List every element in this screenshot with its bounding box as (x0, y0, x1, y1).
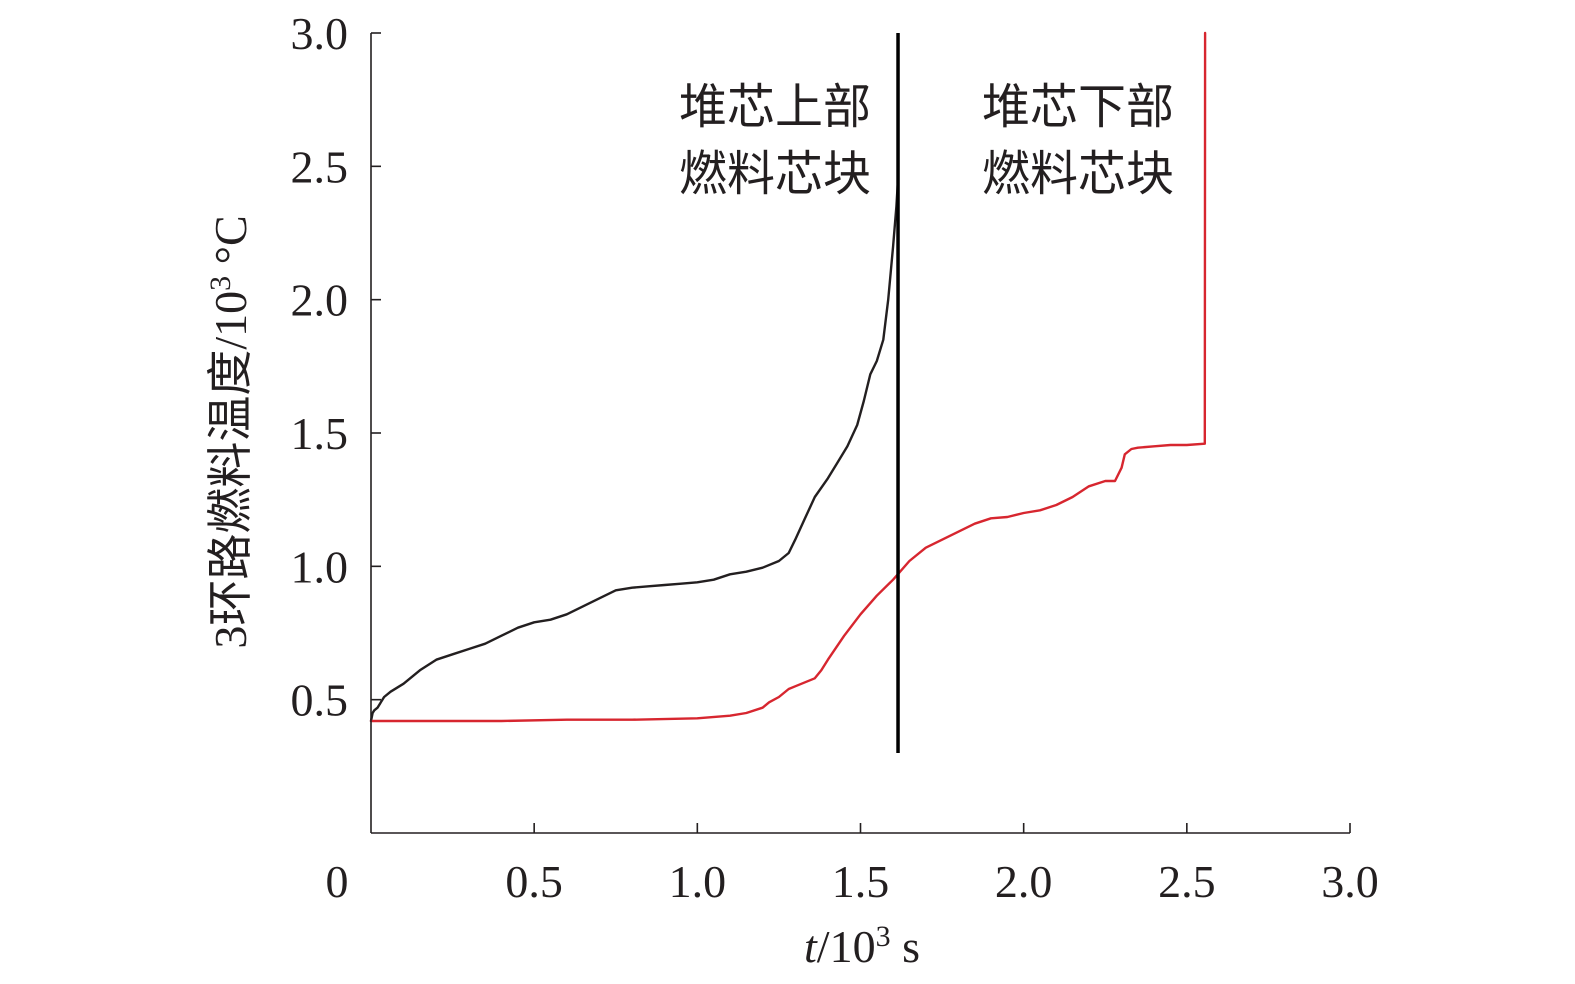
x-tick-label: 0.5 (505, 856, 563, 907)
x-tick-label: 2.0 (995, 856, 1053, 907)
axes-layer (370, 32, 1351, 834)
region-label-lower-line1: 堆芯下部 (982, 79, 1174, 135)
region-label-lower: 堆芯下部 燃料芯块 (982, 79, 1174, 202)
y-tick-label: 3.0 (291, 8, 349, 59)
x-tick-label: 1.0 (669, 856, 727, 907)
y-tick-label: 1.5 (291, 408, 349, 459)
y-tick-label: 2.0 (291, 275, 349, 326)
x-tick-label: 3.0 (1321, 856, 1379, 907)
region-label-upper: 堆芯上部 燃料芯块 (679, 79, 871, 202)
region-label-upper-line2: 燃料芯块 (679, 146, 871, 202)
tick-labels: 0 0.5 1.0 1.5 2.0 2.5 3.0 0.5 1.0 1.5 2.0 2.5 3.0 (291, 8, 1379, 907)
x-axis-title-unit: s (891, 921, 920, 972)
y-axis-title-unit: °C (205, 215, 256, 276)
y-axis-title-exponent: 3 (204, 276, 237, 291)
x-axis-title-var: t (804, 921, 818, 972)
x-tick-label: 1.5 (832, 856, 890, 907)
x-axis-title: t/103 s (804, 920, 920, 972)
x-tick-label: 0 (326, 856, 349, 907)
region-label-upper-line1: 堆芯上部 (679, 79, 871, 135)
series-line-1 (369, 178, 900, 723)
region-label-lower-line2: 燃料芯块 (982, 146, 1174, 202)
y-tick-label: 1.0 (291, 541, 349, 592)
y-axis-title-base: 3环路燃料温度/10 (205, 291, 256, 649)
y-tick-label: 0.5 (291, 675, 349, 726)
x-tick-label: 2.5 (1158, 856, 1216, 907)
x-axis-title-exponent: 3 (876, 920, 891, 953)
plot-area: 0 0.5 1.0 1.5 2.0 2.5 3.0 0.5 1.0 1.5 2.0 2.5 3.0 (291, 8, 1379, 907)
series-layer (369, 31, 1207, 723)
y-axis-title: 3环路燃料温度/103 °C (204, 215, 256, 648)
x-axis-title-base: /10 (817, 921, 876, 972)
y-tick-label: 2.5 (291, 141, 349, 192)
series-line-2 (369, 31, 1207, 723)
